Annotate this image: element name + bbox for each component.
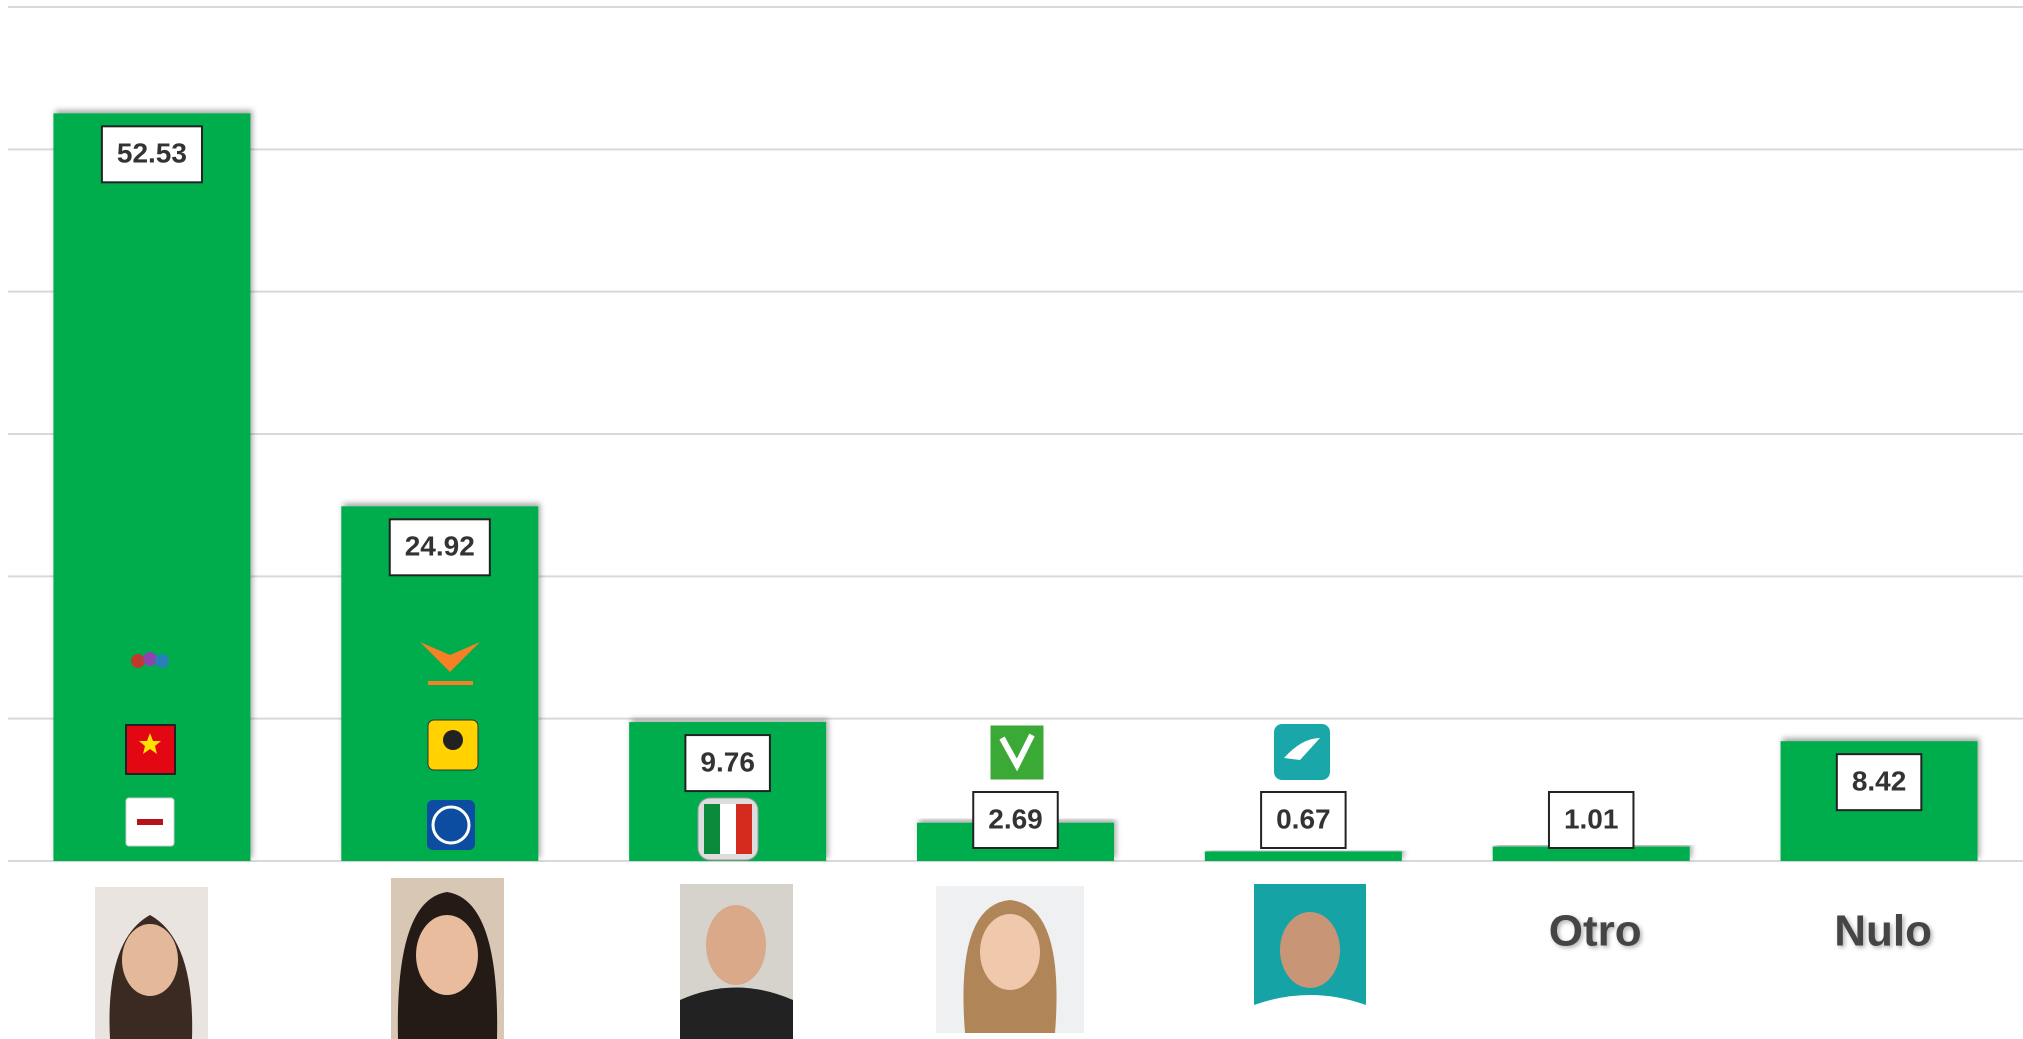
photo-face	[122, 924, 178, 996]
logo-dot	[143, 652, 157, 666]
alianza-mark	[1284, 738, 1320, 760]
bar	[1204, 851, 1402, 861]
x-tick-label: Otro	[1549, 907, 1642, 956]
mc-mark	[428, 681, 473, 685]
value-label-box	[1260, 791, 1347, 849]
prd-sun	[443, 730, 463, 750]
photo-face	[1280, 912, 1340, 988]
logo-dot	[131, 654, 145, 668]
value-label-box	[388, 518, 491, 577]
value-label-box	[1835, 753, 1923, 812]
pt-logo	[125, 724, 176, 775]
pan-ring	[431, 805, 471, 845]
value-label-box	[100, 125, 203, 184]
x-tick-label: Nulo	[1834, 907, 1932, 956]
pri-green	[704, 804, 720, 854]
party-logos	[125, 642, 1330, 861]
value-label: 8.42	[1852, 766, 1907, 797]
pri-white	[720, 804, 736, 854]
mc-logo	[420, 642, 480, 672]
candidate-photos	[95, 878, 1366, 1039]
pri-red	[736, 804, 752, 854]
photo-shirt	[1254, 995, 1366, 1039]
value-label: 0.67	[1276, 803, 1331, 834]
value-label-box	[972, 791, 1059, 849]
value-label: 2.69	[988, 803, 1043, 834]
bar	[1492, 846, 1690, 861]
photo-face	[416, 915, 478, 995]
value-label-box	[684, 734, 771, 793]
photo-face	[706, 905, 766, 985]
pt-star	[139, 733, 161, 754]
value-label: 52.53	[117, 138, 187, 169]
photo-face	[980, 914, 1040, 990]
labels: 52.53 24.92 9.76 2.69 0.67 1.01 Otro 8.42 Nulo	[100, 125, 1932, 956]
value-label-box	[1547, 791, 1635, 849]
photo-suit	[680, 987, 793, 1039]
value-label: 24.92	[405, 531, 475, 562]
verde-logo	[989, 724, 1045, 781]
morena-mark	[137, 819, 163, 825]
verde-mark	[999, 733, 1035, 772]
value-label: 9.76	[700, 746, 755, 777]
value-label: 1.01	[1564, 803, 1619, 834]
logo-dot	[155, 654, 169, 668]
